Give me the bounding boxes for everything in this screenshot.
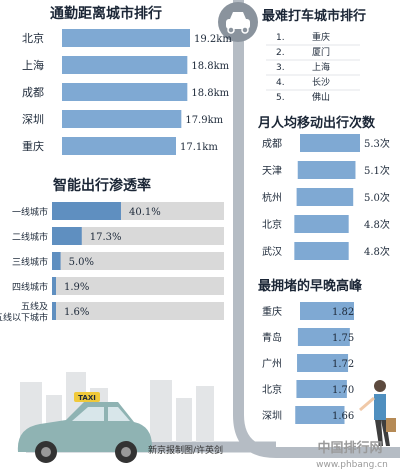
chart5-category-label: 深圳 <box>262 410 282 422</box>
chart5-value-label: 1.75 <box>332 333 354 344</box>
chart2-value-label: 1.9% <box>64 282 89 293</box>
chart1-category-label: 成都 <box>22 86 44 99</box>
credit-text: 新京报制图/许英剑 <box>148 444 223 456</box>
chart4-bar <box>300 134 360 152</box>
chart2-value-label: 40.1% <box>129 207 161 218</box>
chart2-track <box>52 227 224 245</box>
chart1-bar <box>62 110 182 128</box>
chart5-category-label: 广州 <box>262 358 282 370</box>
chart5-bar <box>297 328 350 346</box>
chart4-category-label: 天津 <box>262 165 282 177</box>
chart5-value-label: 1.82 <box>332 307 354 318</box>
chart2-bar <box>52 202 121 220</box>
chart3-rank-number: 2. <box>276 48 285 58</box>
chart4-category-label: 成都 <box>262 138 282 150</box>
chart1-bar <box>62 137 176 155</box>
chart1-bar <box>62 29 190 47</box>
chart3-rank-number: 4. <box>276 78 285 88</box>
chart3-rank-number: 1. <box>276 33 285 43</box>
chart1-value-label: 17.9km <box>185 115 223 126</box>
chart5-category-label: 重庆 <box>262 305 282 318</box>
chart1-category-label: 上海 <box>22 58 44 72</box>
chart3-city-label: 厦门 <box>312 46 330 58</box>
chart2-category-label: 一线城市 <box>12 206 48 218</box>
chart4-title: 月人均移动出行次数 <box>257 115 376 131</box>
chart2-category-label: 三线城市 <box>12 256 48 268</box>
chart3-rank-number: 3. <box>276 63 285 73</box>
chart2-bar <box>52 252 61 270</box>
chart1-bar <box>62 56 188 74</box>
pedestrian-icon <box>359 380 396 446</box>
chart5-category-label: 青岛 <box>262 331 282 344</box>
chart4-value-label: 5.3次 <box>364 137 390 150</box>
chart3-rank-number: 5. <box>276 93 285 103</box>
chart1-value-label: 19.2km <box>194 34 232 45</box>
chart1-bar <box>62 83 188 101</box>
chart1-value-label: 18.8km <box>191 88 229 99</box>
chart3-city-label: 佛山 <box>312 91 330 103</box>
chart4-category-label: 武汉 <box>262 245 282 258</box>
chart5-category-label: 北京 <box>262 383 282 396</box>
chart5-value-label: 1.72 <box>332 359 354 370</box>
chart2-value-label: 5.0% <box>69 257 94 268</box>
chart2-title: 智能出行渗透率 <box>52 177 151 194</box>
chart5-title: 最拥堵的早晚高峰 <box>258 278 363 294</box>
chart3-city-label: 长沙 <box>312 76 330 88</box>
chart2-value-label: 17.3% <box>90 232 122 243</box>
chart4-bar <box>297 161 356 179</box>
chart2-bar <box>52 227 82 245</box>
car-icon <box>218 2 258 42</box>
chart2-category-label: 二线城市 <box>12 231 48 243</box>
chart2-bar <box>52 302 56 320</box>
chart2-track <box>52 277 224 295</box>
chart2-value-label: 1.6% <box>64 307 89 318</box>
chart1-category-label: 北京 <box>22 31 44 45</box>
chart5-value-label: 1.70 <box>332 385 354 396</box>
chart5-bar <box>295 406 345 424</box>
chart4-category-label: 杭州 <box>262 191 282 204</box>
chart1-category-label: 深圳 <box>22 113 44 126</box>
chart2-track <box>52 302 224 320</box>
chart5-bar <box>297 354 349 372</box>
chart4-value-label: 4.8次 <box>364 218 390 231</box>
chart2-track <box>52 252 224 270</box>
chart4-value-label: 5.1次 <box>364 164 390 177</box>
chart3-city-label: 上海 <box>312 61 330 73</box>
watermark-url: www.phbang.cn <box>316 460 388 470</box>
watermark-brand: 中国排行网 <box>317 440 382 456</box>
smart-travel-penetration-chart: 一线城市 40.1% 二线城市 17.3% 三线城市 5.0% 四线城市 1.9% 五线及五线以… <box>0 202 224 324</box>
chart5-value-label: 1.66 <box>332 411 354 422</box>
chart4-bar <box>294 215 349 233</box>
congestion-peak-chart: 重庆 1.82 青岛 1.75 广州 1.72 北京 1.70 深圳 1.66 <box>262 302 354 424</box>
chart1-category-label: 重庆 <box>22 139 44 153</box>
chart4-category-label: 北京 <box>262 218 282 231</box>
chart5-bar <box>296 380 347 398</box>
chart2-category-label: 四线城市 <box>12 281 48 293</box>
chart1-title: 通勤距离城市排行 <box>50 5 162 22</box>
commute-distance-chart: 北京 19.2km 上海 18.8km 成都 18.8km 深圳 17.9km 重庆 17.1km <box>22 29 232 155</box>
chart2-category-label: 五线以下城市 <box>0 312 48 324</box>
chart5-bar <box>300 302 354 320</box>
chart2-category-label: 五线及 <box>21 301 48 313</box>
chart4-bar <box>294 242 349 260</box>
taxi-car-icon: TAXI <box>17 392 152 463</box>
chart3-title: 最难打车城市排行 <box>262 8 366 24</box>
taxi-sign-label: TAXI <box>78 394 96 402</box>
chart1-value-label: 17.1km <box>180 142 218 153</box>
chart4-value-label: 5.0次 <box>364 191 390 204</box>
chart3-city-label: 重庆 <box>312 31 330 43</box>
chart4-value-label: 4.8次 <box>364 245 390 258</box>
chart2-bar <box>52 277 56 295</box>
chart1-value-label: 18.8km <box>191 61 229 72</box>
chart4-bar <box>296 188 354 206</box>
hardest-taxi-ranking: 1. 重庆 2. 厦门 3. 上海 4. 长沙 5. 佛山 <box>266 31 360 103</box>
